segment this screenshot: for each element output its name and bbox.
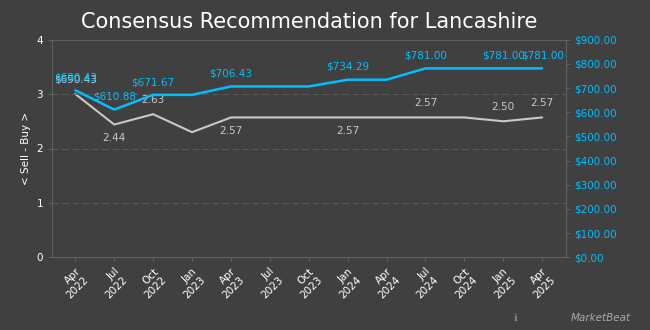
Consensus Price Target <box>499 66 507 70</box>
Text: $690.43: $690.43 <box>54 73 97 82</box>
Consensus Rating <box>383 115 391 119</box>
Text: 2.57: 2.57 <box>336 126 359 136</box>
Consensus Rating <box>422 115 430 119</box>
Consensus Rating <box>188 130 196 134</box>
Consensus Rating <box>266 115 274 119</box>
Text: ℹ: ℹ <box>514 314 517 323</box>
Consensus Price Target <box>111 108 118 112</box>
Consensus Rating <box>150 112 157 116</box>
Consensus Price Target <box>188 93 196 97</box>
Consensus Rating <box>72 92 79 96</box>
Text: 2.57: 2.57 <box>530 98 554 108</box>
Text: MarketBeat: MarketBeat <box>571 314 630 323</box>
Consensus Rating <box>460 115 468 119</box>
Consensus Price Target <box>460 66 468 70</box>
Consensus Rating <box>499 119 507 123</box>
Text: $781.00: $781.00 <box>521 51 564 61</box>
Text: $610.88: $610.88 <box>93 92 136 102</box>
Consensus Rating <box>111 122 118 126</box>
Consensus Price Target <box>266 84 274 88</box>
Consensus Rating <box>538 115 546 119</box>
Consensus Price Target <box>305 84 313 88</box>
Title: Consensus Recommendation for Lancashire: Consensus Recommendation for Lancashire <box>81 13 537 32</box>
Text: 2.57: 2.57 <box>219 126 242 136</box>
Consensus Price Target <box>422 66 430 70</box>
Text: $734.29: $734.29 <box>326 62 369 72</box>
Text: 2.63: 2.63 <box>142 95 164 105</box>
Consensus Rating <box>305 115 313 119</box>
Line: Consensus Rating: Consensus Rating <box>75 94 542 132</box>
Consensus Rating <box>344 115 352 119</box>
Consensus Price Target <box>538 66 546 70</box>
Y-axis label: < Sell - Buy >: < Sell - Buy > <box>21 112 31 185</box>
Consensus Rating <box>227 115 235 119</box>
Text: $781.00: $781.00 <box>404 51 447 61</box>
Consensus Price Target <box>227 84 235 88</box>
Text: $706.43: $706.43 <box>209 69 252 79</box>
Consensus Price Target <box>72 88 79 92</box>
Line: Consensus Price Target: Consensus Price Target <box>75 68 542 110</box>
Consensus Price Target <box>344 78 352 82</box>
Text: $671.67: $671.67 <box>131 77 175 87</box>
Text: $690.43: $690.43 <box>54 75 97 85</box>
Text: 2.50: 2.50 <box>491 102 515 112</box>
Consensus Price Target <box>383 78 391 82</box>
Text: 2.44: 2.44 <box>103 133 126 143</box>
Consensus Price Target <box>150 93 157 97</box>
Text: 2.57: 2.57 <box>414 98 437 108</box>
Text: $781.00: $781.00 <box>482 51 525 61</box>
